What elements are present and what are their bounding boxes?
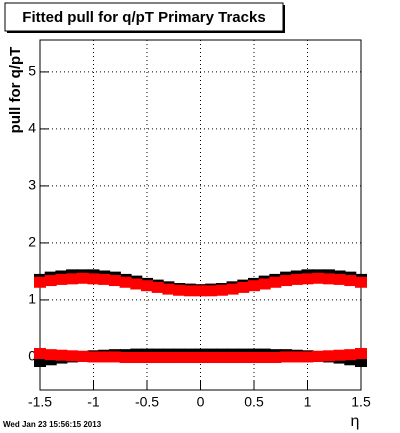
point [269,276,282,288]
point [344,349,357,361]
point [108,275,121,287]
point [183,352,196,364]
y-axis-label: pull for q/pT [7,47,24,134]
point [66,350,79,362]
point [87,273,100,285]
point [355,355,367,367]
point [130,352,143,364]
point [258,352,271,364]
point [312,272,325,284]
point [205,285,218,297]
y-tick-label: 2 [28,234,36,250]
point [355,276,367,288]
point [151,352,164,364]
x-tick-label: 1.5 [351,394,371,410]
point [34,355,46,367]
point [87,351,100,363]
point [312,350,325,362]
point [162,283,175,295]
x-tick-label: 1 [304,394,312,410]
point [66,273,79,285]
point [248,352,260,364]
y-tick-label: 0 [28,348,36,364]
point [248,280,260,292]
point [333,349,346,361]
point [130,278,143,290]
point [258,278,271,290]
point [55,349,68,361]
point [55,273,68,285]
point [344,275,357,287]
point [205,352,218,364]
point [322,350,335,362]
point [269,352,282,364]
chart-title: Fitted pull for q/pT Primary Tracks [22,9,265,26]
point [34,348,46,360]
point [322,273,335,285]
x-tick-label: -1 [87,394,100,410]
point [141,352,153,364]
point [280,275,293,287]
x-tick-label: 0 [197,394,205,410]
point [34,276,46,288]
point [119,352,132,364]
point [226,283,239,295]
point [215,352,228,364]
point [44,275,57,287]
timestamp: Wed Jan 23 15:56:15 2013 [3,420,102,429]
point [76,350,89,362]
point [119,276,132,288]
point [162,352,175,364]
point [98,273,111,285]
point [194,285,207,297]
y-tick-label: 5 [28,63,36,79]
point [215,284,228,296]
point [173,352,186,364]
point [151,281,164,293]
point [141,280,153,292]
point [44,349,57,361]
y-tick-label: 1 [28,291,36,307]
point [237,352,250,364]
y-tick-label: 4 [28,120,36,136]
point [301,273,314,285]
point [280,351,293,363]
plot-frame [39,39,362,391]
point [76,272,89,284]
point [355,348,367,360]
point [226,352,239,364]
point [173,284,186,296]
x-tick-label: -0.5 [135,394,159,410]
point [98,351,111,363]
point [290,351,303,363]
x-tick-label: 0.5 [244,394,264,410]
point [333,273,346,285]
point [301,351,314,363]
x-axis-label: η [351,413,360,430]
point [290,273,303,285]
point [183,285,196,297]
point [108,351,121,363]
point [194,352,207,364]
x-tick-label: -1.5 [28,394,52,410]
point [237,281,250,293]
y-tick-label: 3 [28,177,36,193]
title-box [4,2,284,32]
